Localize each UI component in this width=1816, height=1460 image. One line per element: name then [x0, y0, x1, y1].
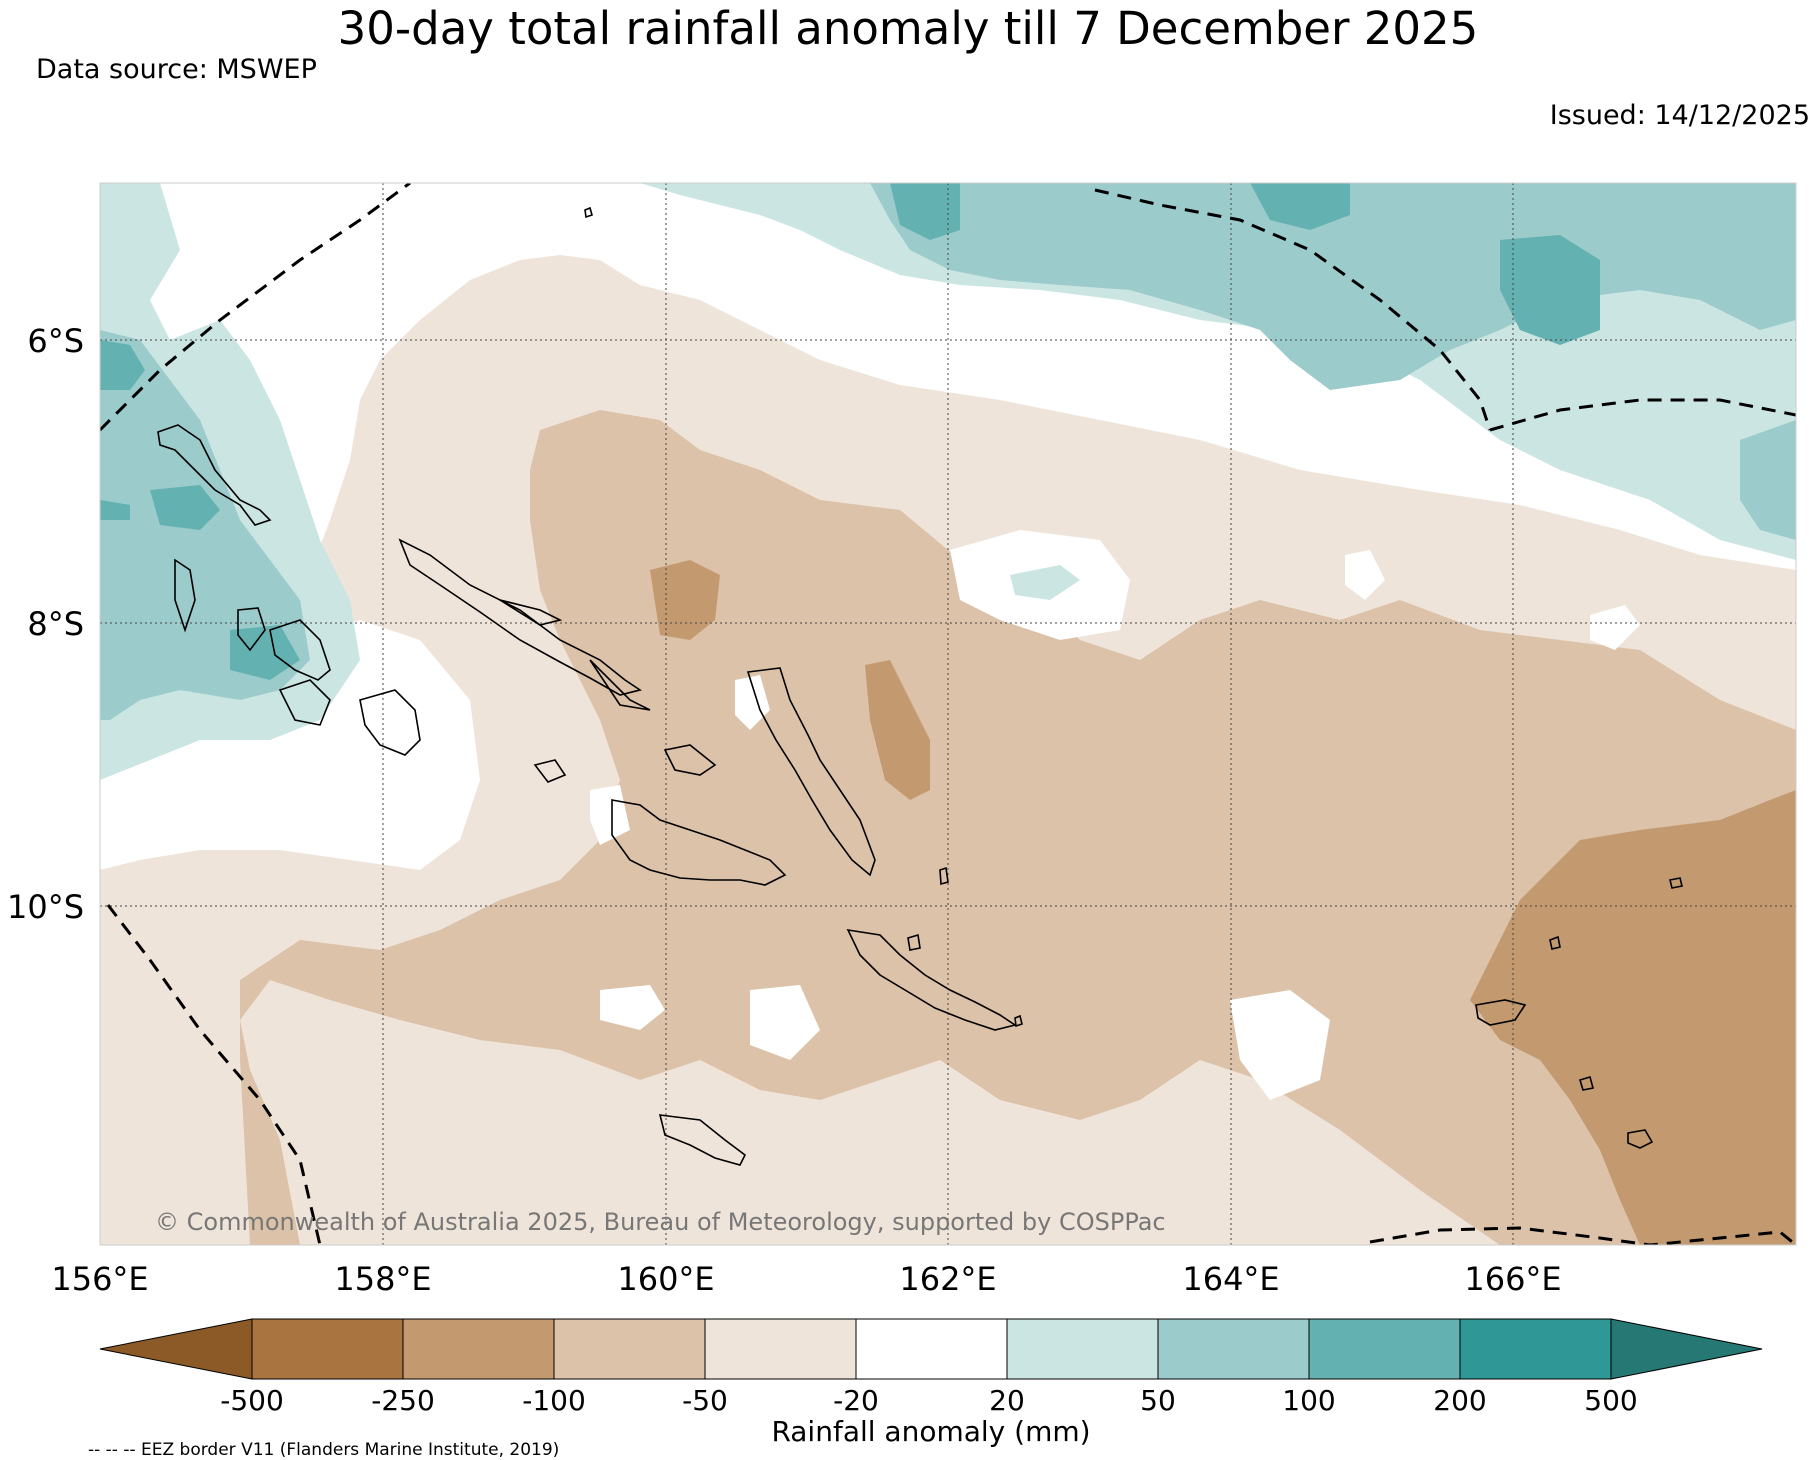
field-near-normal-gap-h [1590, 605, 1640, 650]
lon-tick-label: 158°E [334, 1260, 431, 1298]
field-wet-50-east [1740, 420, 1796, 540]
colorbar-bin [1006, 1318, 1159, 1380]
field-near-normal-gap-d [600, 985, 665, 1030]
field-dry-100-b [865, 660, 930, 800]
lon-tick-label: 156°E [51, 1260, 148, 1298]
colorbar-bin [855, 1318, 1008, 1380]
lon-axis: 156°E 158°E 160°E 162°E 164°E 166°E [51, 1260, 1561, 1298]
map-title: 30-day total rainfall anomaly till 7 Dec… [337, 2, 1479, 55]
graticule [100, 183, 1796, 1245]
lat-tick-label: 8°S [27, 605, 84, 643]
colorbar-bin [1157, 1318, 1310, 1380]
colorbar-extend-high [1610, 1318, 1763, 1380]
field-wet-50-north [870, 183, 1796, 390]
island-new-georgia [174, 558, 266, 652]
island-group-west [278, 679, 421, 756]
lon-tick-label: 160°E [617, 1260, 714, 1298]
lon-tick-label: 164°E [1182, 1260, 1279, 1298]
lon-tick-label: 166°E [1464, 1260, 1561, 1298]
eez-legend-note: -- -- -- EEZ border V11 (Flanders Marine… [88, 1440, 560, 1460]
lat-tick-label: 10°S [7, 888, 84, 926]
colorbar-bin [1308, 1318, 1461, 1380]
colorbar-bin [553, 1318, 706, 1380]
island-small-2 [1669, 877, 1683, 889]
field-near-normal-gap-b [1230, 990, 1330, 1100]
field-wet-20-gap-a [1010, 565, 1080, 600]
island-santa-cruz-c [1627, 1129, 1654, 1149]
coastlines [157, 206, 1683, 1166]
island-choiseul [398, 538, 642, 696]
colorbar-tick-label: -500 [220, 1384, 284, 1417]
colorbar: -500 -250 -100 -50 -20 20 50 100 200 500… [99, 1318, 1763, 1448]
island-santa-cruz-b [1579, 1075, 1594, 1091]
field-near-normal-gap-g [1345, 550, 1385, 600]
colorbar-tick-label: 100 [1282, 1384, 1335, 1417]
colorbar-tick-label: 20 [989, 1384, 1025, 1417]
island-santa-isabel [499, 599, 651, 711]
colorbar-bin [251, 1318, 404, 1380]
field-wet-100-north-c [1500, 235, 1600, 345]
copyright-text: © Commonwealth of Australia 2025, Bureau… [155, 1208, 1166, 1236]
field-near-normal-gap-f [590, 785, 630, 845]
lon-tick-label: 162°E [899, 1260, 996, 1298]
colorbar-extend-low [99, 1318, 253, 1380]
field-dry-50-central [240, 410, 1796, 1245]
lat-tick-label: 6°S [27, 322, 84, 360]
island-shortland [269, 619, 331, 681]
field-near-normal-west [100, 620, 480, 870]
colorbar-tick-label: 200 [1433, 1384, 1486, 1417]
island-guadalcanal [611, 799, 787, 886]
lat-axis: 6°S 8°S 10°S [7, 322, 84, 926]
eez-border [100, 183, 1796, 1245]
island-malaita [746, 667, 876, 877]
colorbar-bin [1459, 1318, 1612, 1380]
colorbar-tick-label: -50 [682, 1384, 728, 1417]
field-wet-100-north-a [890, 183, 960, 240]
island-small-4 [1014, 1014, 1023, 1028]
field-near-normal-gap-e [735, 675, 770, 730]
island-makira [846, 928, 1017, 1031]
anomaly-field: © Commonwealth of Australia 2025, Bureau… [100, 183, 1796, 1245]
colorbar-tick-label: 50 [1140, 1384, 1176, 1417]
field-wet-100-north-b [1250, 183, 1350, 230]
colorbar-tick-label: 500 [1584, 1384, 1637, 1417]
colorbar-tick-label: -100 [522, 1384, 586, 1417]
colorbar-tick-label: -250 [371, 1384, 435, 1417]
field-dry-100-southeast [1470, 790, 1796, 1245]
island-small-3 [939, 866, 949, 886]
island-small-5 [584, 206, 593, 219]
issued-date: Issued: 14/12/2025 [1549, 100, 1810, 131]
map-frame [99, 182, 1797, 1246]
colorbar-title: Rainfall anomaly (mm) [771, 1415, 1090, 1448]
island-small-1 [1549, 935, 1561, 950]
colorbar-tick-label: -20 [833, 1384, 879, 1417]
island-santa-cruz-a [1475, 999, 1527, 1026]
field-near-normal-gap-c [750, 985, 820, 1060]
island-rennell [658, 1114, 747, 1166]
island-bougainville [157, 424, 272, 526]
field-dry-100-a [650, 560, 720, 640]
colorbar-bin [402, 1318, 555, 1380]
island-russell [533, 759, 567, 783]
data-source-label: Data source: MSWEP [36, 54, 317, 85]
island-florida [663, 744, 717, 776]
field-wet-100-west [100, 340, 300, 680]
colorbar-bin [704, 1318, 857, 1380]
island-ulawa [907, 933, 921, 951]
